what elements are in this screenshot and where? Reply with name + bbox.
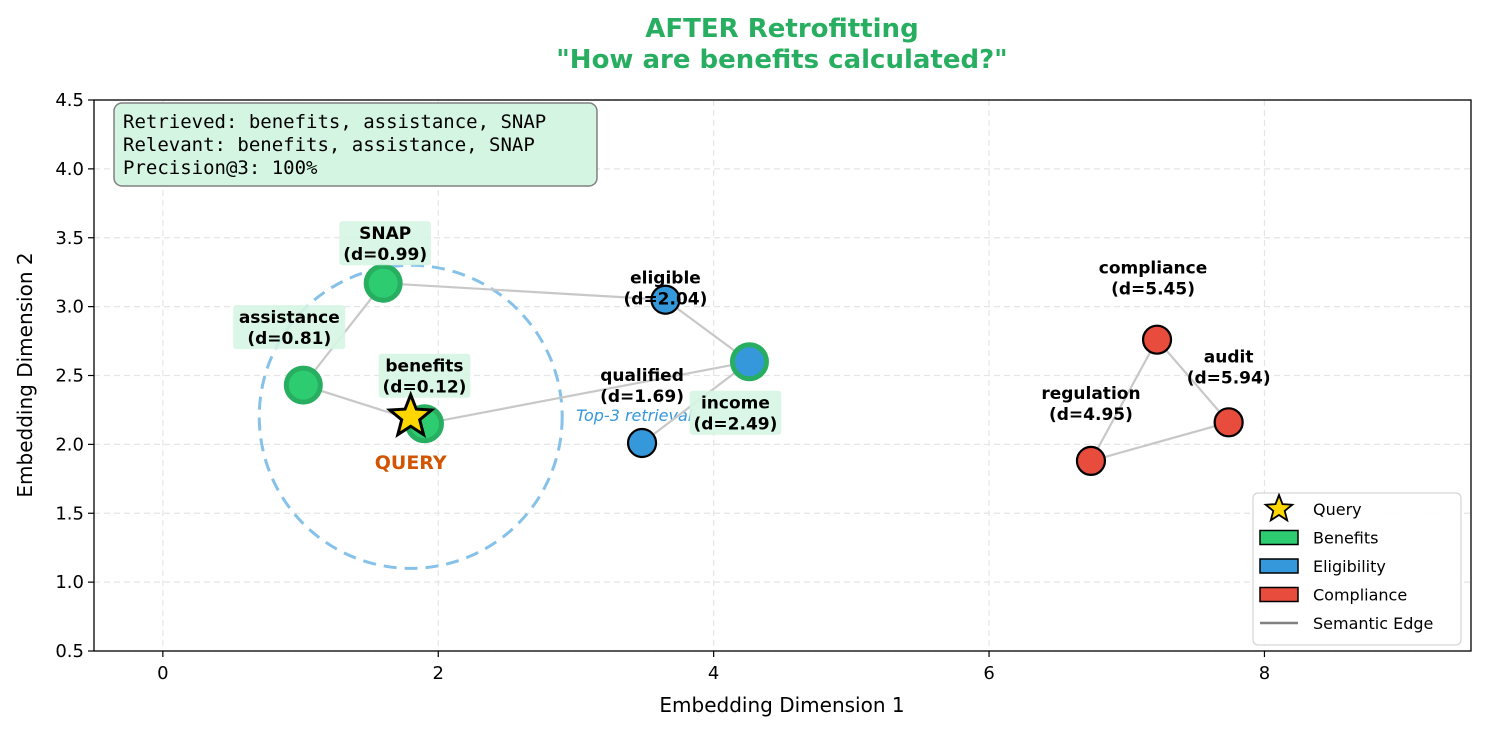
node-label-qualified: qualified(d=1.69) <box>600 366 684 407</box>
node-income <box>729 342 769 382</box>
semantic-edge <box>383 282 666 301</box>
y-tick-label: 4.5 <box>55 90 84 111</box>
node-label-name: qualified <box>600 366 684 386</box>
node-label-bg <box>378 353 471 398</box>
semantic-edge <box>1156 338 1230 424</box>
x-tick-label: 0 <box>157 663 168 684</box>
query-label: QUERY <box>375 452 447 474</box>
info-box-background <box>113 102 598 187</box>
legend-item-label: Semantic Edge <box>1313 614 1433 633</box>
node-label-bg <box>233 305 346 350</box>
x-tick-label: 2 <box>433 663 444 684</box>
node-label-regulation: regulation(d=4.95) <box>1041 384 1140 425</box>
legend-star-icon <box>1263 492 1295 523</box>
info-box: Retrieved: benefits, assistance, SNAP Re… <box>113 102 598 187</box>
legend-item-compliance: Compliance <box>1259 586 1407 605</box>
y-tick-label: 3.0 <box>55 297 84 318</box>
y-tick-label: 3.5 <box>55 228 84 249</box>
node-label-name: eligible <box>630 269 701 289</box>
legend-item-semantic-edge: Semantic Edge <box>1260 614 1433 633</box>
node-label-distance: (d=2.49) <box>693 415 777 435</box>
chart-title-line1: AFTER Retrofitting <box>645 14 918 44</box>
node-label-benefits: benefits(d=0.12) <box>378 353 471 398</box>
legend-item-label: Compliance <box>1313 586 1407 605</box>
node-eligible <box>650 284 681 315</box>
node-regulation <box>1075 445 1107 477</box>
semantic-edge <box>1090 421 1229 462</box>
legend-patch-icon <box>1259 529 1299 546</box>
legend-patch-icon <box>1259 586 1299 603</box>
retrieval-radius-layer: Top-3 retrieval <box>257 263 693 570</box>
node-label-bg <box>689 390 782 435</box>
node-compliance <box>1141 324 1173 355</box>
info-box-retrieved: Retrieved: benefits, assistance, SNAP <box>123 111 546 133</box>
y-tick-label: 1.5 <box>55 503 84 524</box>
node-label-assistance: assistance(d=0.81) <box>233 305 346 350</box>
legend-item-eligibility: Eligibility <box>1259 557 1386 576</box>
retrieval-radius-label: Top-3 retrieval <box>576 406 693 425</box>
y-tick-label: 2.5 <box>55 366 84 387</box>
legend-item-query: Query <box>1263 492 1362 523</box>
query-star-marker <box>385 390 436 438</box>
node-label-eligible: eligible(d=2.04) <box>624 269 708 310</box>
node-assistance <box>283 365 323 405</box>
node-label-compliance: compliance(d=5.45) <box>1099 259 1207 300</box>
node-label-income: income(d=2.49) <box>689 390 782 435</box>
y-tick-label: 4.0 <box>55 159 84 180</box>
node-label-distance: (d=0.99) <box>343 245 427 265</box>
x-axis-label: Embedding Dimension 1 <box>659 693 904 717</box>
x-tick-label: 6 <box>983 663 994 684</box>
node-label-audit: audit(d=5.94) <box>1187 347 1271 388</box>
node-label-name: compliance <box>1099 259 1207 279</box>
info-box-relevant: Relevant: benefits, assistance, SNAP <box>123 134 535 156</box>
node-label-bg <box>339 221 431 266</box>
x-tick-label: 4 <box>708 663 719 684</box>
node-label-distance: (d=4.95) <box>1049 405 1133 425</box>
y-tick-label: 2.0 <box>55 434 84 455</box>
node-label-name: regulation <box>1041 384 1140 404</box>
legend-frame <box>1252 492 1462 646</box>
semantic-edge <box>1089 339 1159 462</box>
legend-patch-icon <box>1259 558 1299 574</box>
node-label-name: income <box>701 394 770 414</box>
node-audit <box>1213 407 1244 438</box>
x-tick-label: 8 <box>1259 663 1270 684</box>
node-label-distance: (d=5.45) <box>1111 280 1195 300</box>
node-qualified <box>626 427 658 459</box>
y-tick-label: 0.5 <box>55 641 84 662</box>
node-label-name: assistance <box>239 308 340 328</box>
node-snap <box>363 263 403 303</box>
legend-item-benefits: Benefits <box>1259 529 1379 548</box>
y-axis-label: Embedding Dimension 2 <box>13 252 37 497</box>
tick-layer: 0 2 4 6 8 0.5 1.0 1.5 2.0 2.5 3.0 3.5 4.0 4.5 <box>55 90 1270 684</box>
legend-item-label: Benefits <box>1313 529 1379 548</box>
node-label-name: SNAP <box>359 224 411 244</box>
node-label-name: benefits <box>385 357 463 377</box>
node-label-distance: (d=0.81) <box>247 329 331 349</box>
node-label-distance: (d=1.69) <box>600 387 684 407</box>
y-tick-label: 1.0 <box>55 572 84 593</box>
retrieval-radius-circle <box>257 263 564 570</box>
node-label-distance: (d=0.12) <box>383 378 467 398</box>
legend-item-label: Query <box>1313 500 1362 519</box>
legend-item-label: Eligibility <box>1313 557 1386 576</box>
semantic-edge <box>424 360 750 425</box>
node-label-distance: (d=5.94) <box>1187 368 1271 388</box>
label-layer: benefits(d=0.12)assistance(d=0.81)SNAP(d… <box>233 221 1271 435</box>
chart-title-line2: "How are benefits calculated?" <box>556 45 1007 75</box>
node-label-name: audit <box>1204 347 1254 367</box>
node-label-distance: (d=2.04) <box>624 290 708 310</box>
query-layer: QUERY <box>375 390 447 474</box>
legend: Query Benefits Eligibility Compliance Semant… <box>1252 492 1462 646</box>
node-label-snap: SNAP(d=0.99) <box>339 221 431 266</box>
info-box-precision: Precision@3: 100% <box>123 157 318 179</box>
